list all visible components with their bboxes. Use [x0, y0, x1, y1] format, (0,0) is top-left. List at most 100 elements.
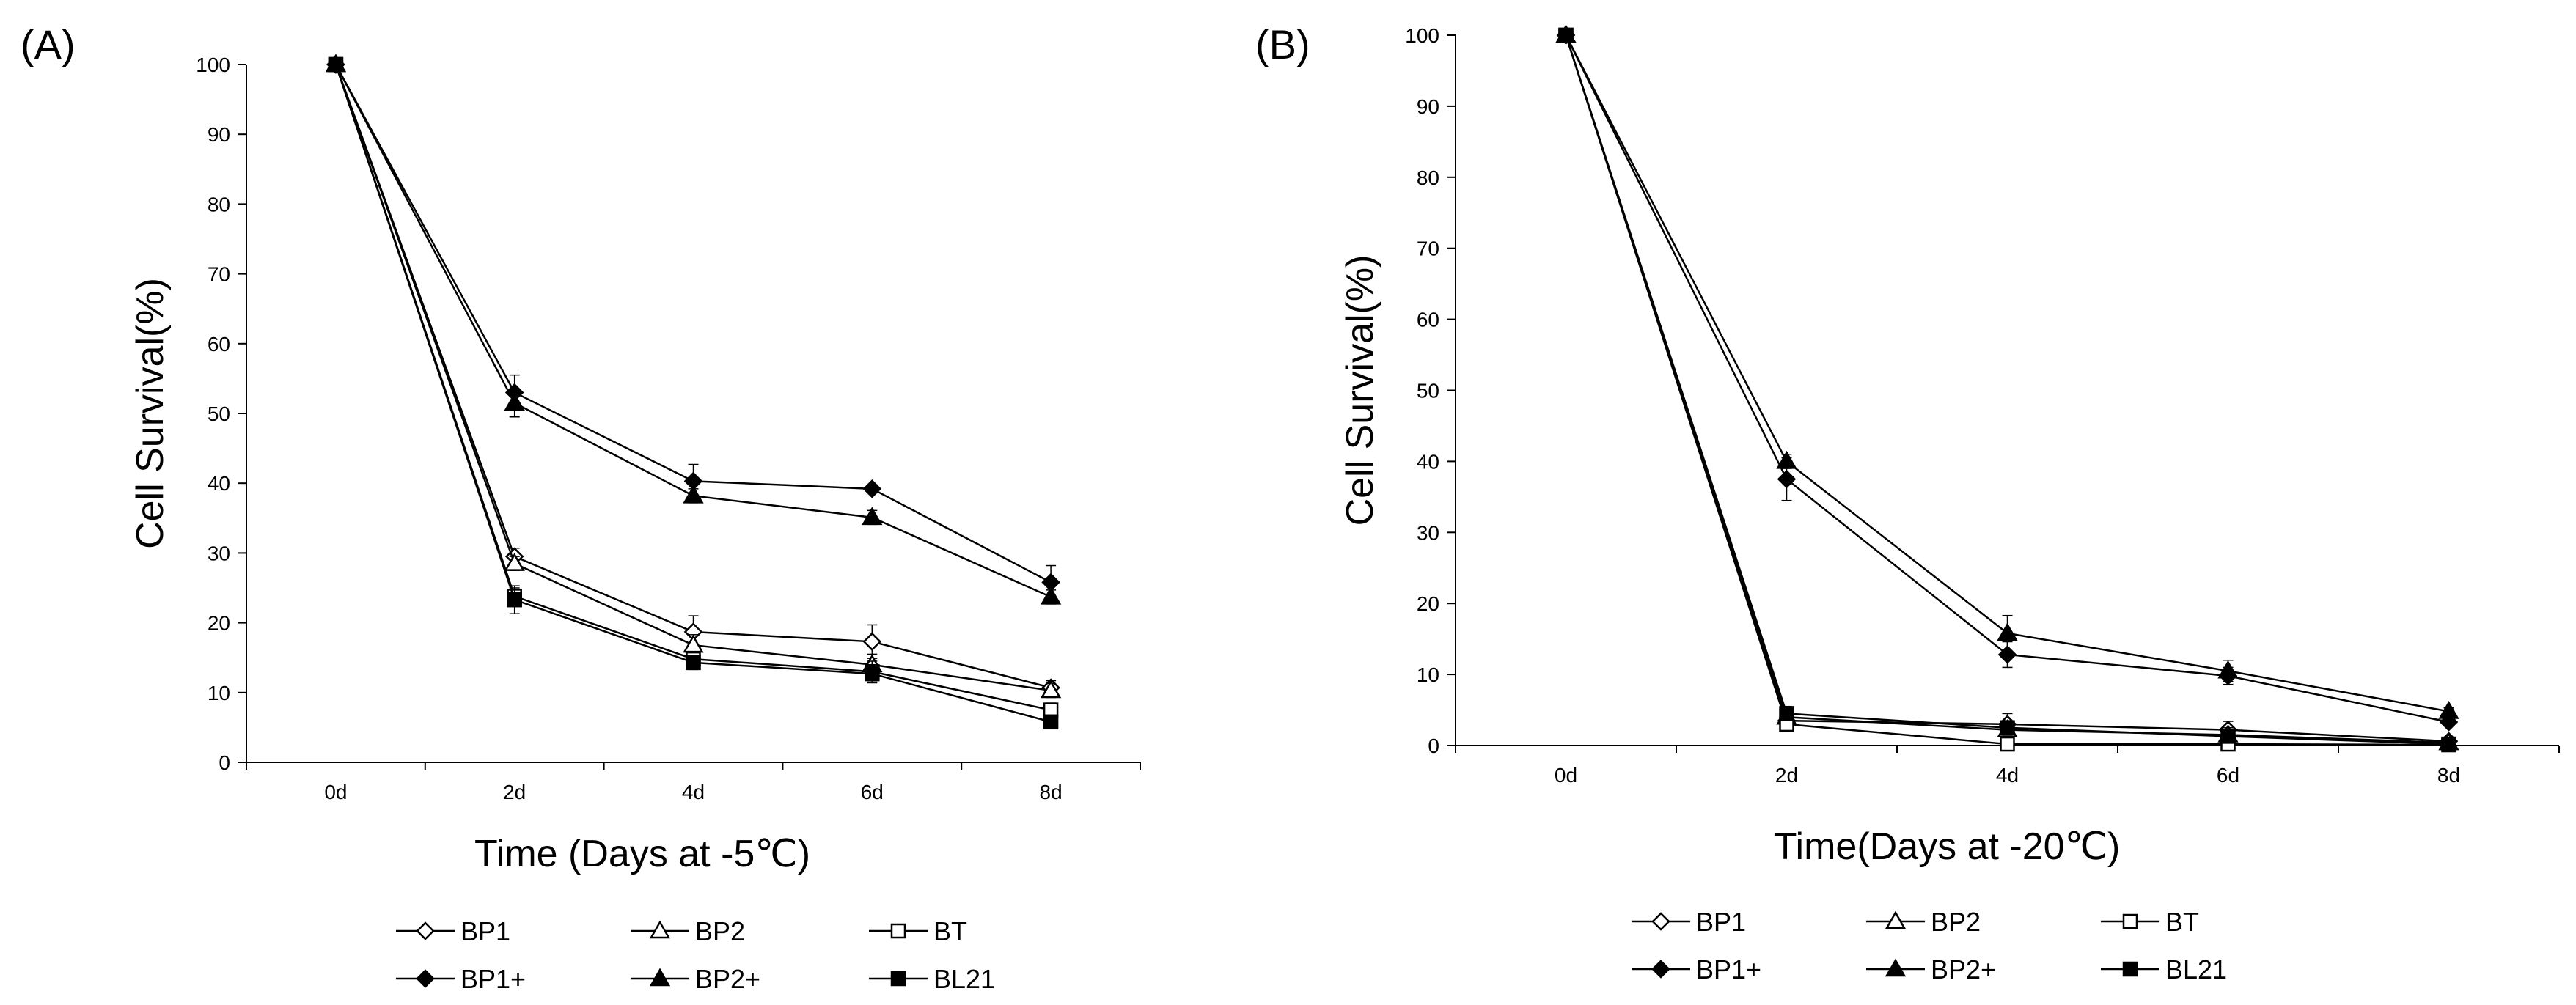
legend-marker [416, 921, 435, 940]
series-line [334, 64, 1052, 692]
legend-label: BP1+ [1696, 954, 1761, 984]
y-tick-label: 20 [208, 612, 230, 635]
legend-marker [1651, 912, 1670, 931]
legend-item: BP1 [1632, 907, 1746, 937]
y-tick-label: 40 [1417, 450, 1439, 473]
y-tick-label: 80 [1417, 166, 1439, 189]
legend-label: BP1 [1696, 907, 1746, 937]
data-point [2000, 736, 2015, 752]
legend-item: BL21 [869, 964, 995, 994]
x-tick-label: 8d [2437, 764, 2460, 787]
y-tick-label: 90 [1417, 95, 1439, 118]
data-point [2220, 729, 2236, 744]
legend-label: BL21 [2165, 954, 2227, 984]
legend-marker [890, 923, 906, 939]
y-tick-label: 30 [208, 542, 230, 564]
series-line [334, 64, 1052, 598]
y-tick-label: 30 [1417, 521, 1439, 544]
data-point [504, 392, 525, 411]
series-BP1+ [326, 55, 1060, 600]
legend-marker [649, 968, 671, 987]
legend-label: BP2 [1931, 907, 1981, 937]
series-BL21 [1558, 27, 2456, 752]
legend-label: BP2+ [695, 964, 760, 994]
legend-label: BP1 [460, 916, 510, 946]
x-tick-label: 4d [1996, 764, 2019, 787]
legend-marker [1651, 960, 1670, 979]
y-tick-label: 60 [1417, 309, 1439, 331]
y-tick-label: 50 [1417, 380, 1439, 402]
series-line [1565, 34, 2449, 713]
legend-item: BP2+ [1866, 954, 1996, 984]
legend: BP1 BP2 BT BP1+ BP2+ BL21 [396, 916, 995, 994]
x-tick-label: 0d [324, 781, 347, 803]
legend-item: BT [869, 916, 967, 946]
legend: BP1 BP2 BT BP1+ BP2+ BL21 [1632, 907, 2227, 984]
legend-marker [649, 920, 671, 939]
data-point [686, 655, 701, 671]
panel-label: (A) [21, 21, 76, 67]
panel-label: (B) [1255, 21, 1310, 67]
y-tick-label: 0 [219, 751, 230, 774]
panel-b: 0 10 20 30 40 50 60 70 80 90 100 0d 2d 4d 6d 8d Time(Day… [1255, 21, 2560, 984]
data-point [2438, 700, 2459, 719]
y-tick-label: 50 [208, 402, 230, 425]
legend-label: BT [2165, 907, 2199, 937]
legend-marker [1885, 910, 1907, 929]
y-tick-label: 10 [1417, 663, 1439, 686]
panel-a: 0 10 20 30 40 50 60 70 80 90 100 0d 2d 4d 6d 8d Time (Da… [21, 21, 1141, 994]
data-point [683, 634, 704, 653]
legend-label: BP1+ [460, 964, 526, 994]
data-point [865, 666, 880, 682]
series-line [334, 64, 1052, 584]
legend-item: BP2 [631, 916, 745, 946]
legend-label: BP2 [695, 916, 745, 946]
y-axis-title: Cell Survival(%) [129, 278, 172, 549]
y-tick-label: 10 [208, 682, 230, 704]
x-tick-label: 6d [2217, 764, 2239, 787]
data-point [1776, 450, 1797, 469]
series-BP2+ [325, 54, 1062, 605]
data-point [507, 592, 522, 608]
legend-marker [2122, 913, 2138, 929]
legend-label: BT [933, 916, 967, 946]
legend-item: BP1+ [1632, 954, 1761, 984]
data-point [2217, 660, 2239, 679]
x-tick-label: 8d [1040, 781, 1063, 803]
y-tick-label: 40 [208, 472, 230, 495]
y-tick-label: 20 [1417, 592, 1439, 615]
x-tick-label: 6d [861, 781, 884, 803]
y-tick-label: 100 [1405, 24, 1439, 47]
data-point [2000, 720, 2015, 736]
legend-marker [890, 971, 906, 987]
data-point [1040, 680, 1062, 699]
y-tick-label: 80 [208, 193, 230, 216]
data-point [1558, 27, 1574, 43]
legend-item: BP2+ [631, 964, 760, 994]
series-BP1 [326, 55, 1060, 697]
data-point [1777, 469, 1797, 489]
legend-marker [416, 969, 435, 988]
data-point [862, 479, 882, 498]
y-tick-label: 60 [208, 333, 230, 356]
legend-marker [2122, 961, 2138, 977]
y-tick-label: 90 [208, 123, 230, 146]
data-point [683, 485, 704, 504]
legend-item: BL21 [2101, 954, 2227, 984]
series-line [334, 64, 1052, 689]
data-point [1040, 586, 1062, 605]
data-point [862, 507, 883, 526]
x-tick-label: 2d [503, 781, 526, 803]
legend-item: BT [2101, 907, 2199, 937]
legend-item: BP1 [396, 916, 510, 946]
data-point [862, 632, 882, 652]
legend-marker [1885, 958, 1907, 977]
y-tick-label: 100 [196, 54, 230, 76]
series-BP2 [325, 54, 1062, 699]
y-tick-label: 70 [1417, 238, 1439, 260]
data-point [2441, 736, 2456, 752]
series-BL21 [328, 56, 1059, 730]
legend-label: BP2+ [1931, 954, 1996, 984]
y-tick-label: 0 [1428, 735, 1439, 757]
